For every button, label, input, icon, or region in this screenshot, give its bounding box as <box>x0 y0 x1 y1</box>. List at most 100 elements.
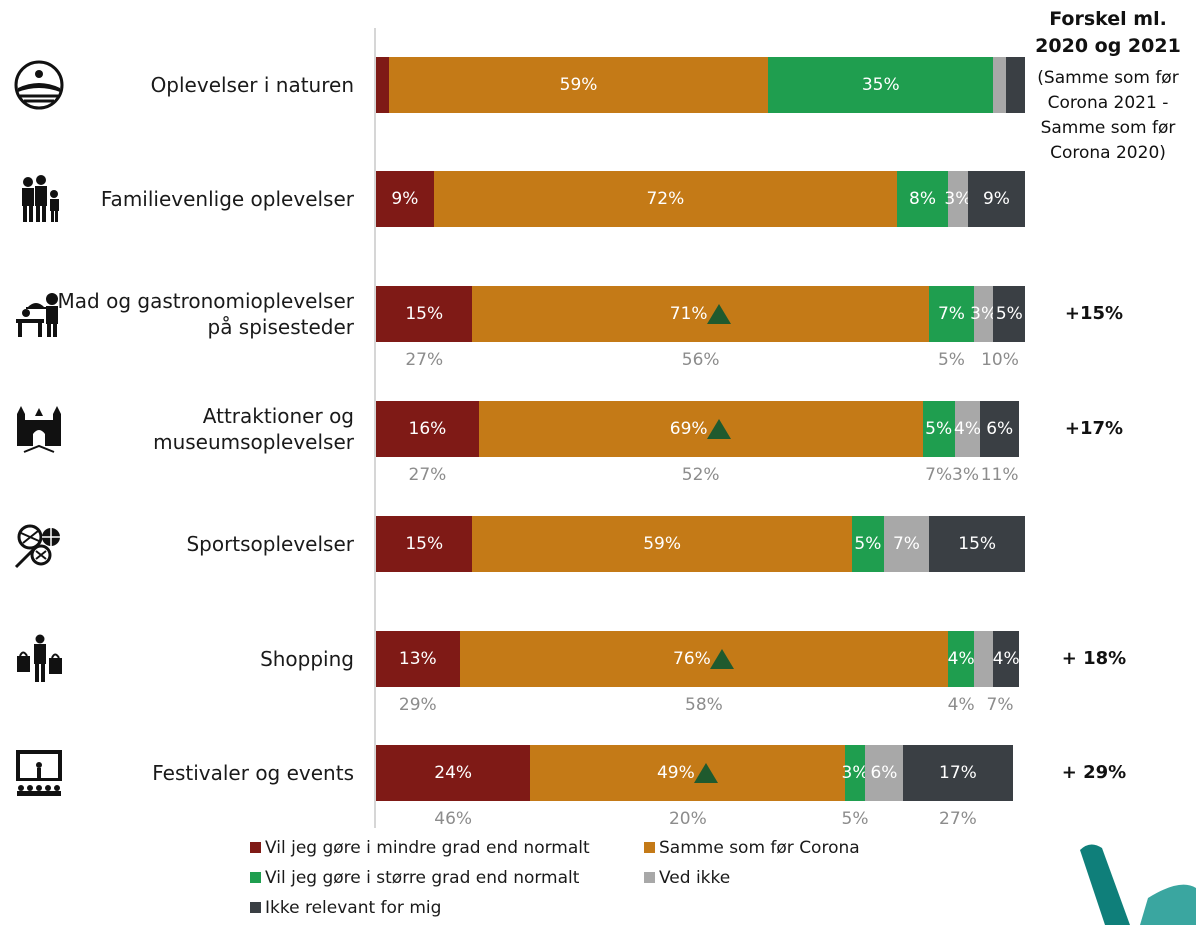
data-label: 4% <box>954 419 982 439</box>
bar-segment <box>980 401 1019 457</box>
data-label: 4% <box>947 649 975 669</box>
data-label: 15% <box>405 534 444 554</box>
legend-label: Samme som før Corona <box>659 838 860 858</box>
bar-segment <box>530 745 846 801</box>
data-label: 16% <box>408 419 447 439</box>
difference-value: +15% <box>1064 303 1124 324</box>
legend-swatch <box>644 872 655 883</box>
data-label: 3% <box>970 304 998 324</box>
previous-year-label: 3% <box>952 465 980 485</box>
bar-segment <box>376 631 460 687</box>
data-label: 15% <box>958 534 997 554</box>
bar-segment <box>376 401 479 457</box>
legend-item: Vil jeg gøre i mindre grad end normalt <box>250 838 590 858</box>
legend-label: Ikke relevant for mig <box>265 898 442 918</box>
legend-swatch <box>250 842 261 853</box>
category-label: Sportsoplevelser <box>186 532 354 556</box>
data-label: 71% <box>669 304 708 324</box>
legend-label: Vil jeg gøre i mindre grad end normalt <box>265 838 590 858</box>
castle-icon <box>14 404 64 454</box>
difference-column-title: Forskel ml. 2020 og 2021 <box>1035 8 1181 57</box>
bar-segment <box>376 745 531 801</box>
bar-segment <box>376 286 473 342</box>
data-label: 7% <box>892 534 920 554</box>
data-label: 6% <box>986 419 1014 439</box>
data-label: 49% <box>656 763 695 783</box>
legend-swatch <box>250 902 261 913</box>
previous-year-label: 11% <box>980 465 1019 485</box>
previous-year-label: 56% <box>681 350 720 370</box>
previous-year-label: 20% <box>668 809 707 829</box>
bar-segment <box>768 57 994 113</box>
bar-segment <box>948 171 968 227</box>
legend-item: Vil jeg gøre i større grad end normalt <box>250 868 579 888</box>
data-label: 8% <box>909 189 937 209</box>
data-label: 5% <box>925 419 953 439</box>
bar-segment <box>388 57 769 113</box>
previous-year-label: 10% <box>981 350 1019 370</box>
previous-year-label: 7% <box>925 465 953 485</box>
data-label: 9% <box>391 189 419 209</box>
increase-marker-icon <box>706 419 731 439</box>
category-label: Shopping <box>260 647 354 671</box>
previous-year-label: 46% <box>434 809 473 829</box>
data-label: 24% <box>434 763 473 783</box>
bar-segment <box>864 745 904 801</box>
increase-marker-icon <box>709 649 734 669</box>
data-label: 59% <box>559 75 598 95</box>
previous-year-label: 52% <box>681 465 720 485</box>
bar-segment <box>433 171 897 227</box>
previous-year-label: 7% <box>986 695 1014 715</box>
bar-segment <box>376 171 434 227</box>
landscape-icon <box>14 60 64 110</box>
legend-item: Ikke relevant for mig <box>250 898 441 918</box>
bar-segment <box>845 745 865 801</box>
family-icon <box>14 174 64 224</box>
brand-logo <box>1080 844 1196 925</box>
difference-value: + 18% <box>1061 648 1127 669</box>
bar-segment <box>472 516 852 572</box>
data-label: 4% <box>992 649 1020 669</box>
data-label: 5% <box>995 304 1023 324</box>
data-label: 69% <box>669 419 708 439</box>
data-label: 35% <box>861 75 900 95</box>
bar-segment <box>973 286 994 342</box>
data-label: 72% <box>646 189 685 209</box>
legend-label: Vil jeg gøre i større grad end normalt <box>265 868 580 888</box>
previous-year-label: 27% <box>408 465 447 485</box>
bar-segment <box>376 57 389 113</box>
data-label: 13% <box>398 649 437 669</box>
data-label: 6% <box>870 763 898 783</box>
bar-segment <box>928 516 1026 572</box>
data-label: 17% <box>939 763 977 783</box>
previous-year-label: 5% <box>841 809 869 829</box>
increase-marker-icon <box>706 304 731 324</box>
bar-segment <box>376 516 473 572</box>
legend-item: Ved ikke <box>644 868 730 888</box>
bar-segment <box>1006 57 1026 113</box>
concert-stage-icon <box>14 748 64 798</box>
y-axis-line <box>374 28 376 828</box>
data-label: 7% <box>937 304 965 324</box>
restaurant-icon <box>14 289 64 339</box>
difference-column-subtitle: (Samme som før Corona 2021 - Samme som f… <box>1037 68 1179 163</box>
legend-item: Samme som før Corona <box>644 838 860 858</box>
data-label: 15% <box>405 304 444 324</box>
data-label: 3% <box>944 189 972 209</box>
category-label: Attraktioner og museumsoplevelser <box>153 404 354 454</box>
data-label: 5% <box>854 534 882 554</box>
bar-segment <box>896 171 949 227</box>
previous-year-label: 27% <box>939 809 977 829</box>
bar-segment <box>993 57 1007 113</box>
bar-segment <box>922 401 955 457</box>
category-label: Mad og gastronomioplevelser på spisested… <box>57 289 354 339</box>
previous-year-label: 4% <box>947 695 975 715</box>
legend-swatch <box>250 872 261 883</box>
category-label: Festivaler og events <box>152 761 354 785</box>
bar-segment <box>928 286 974 342</box>
category-label: Familievenlige oplevelser <box>100 187 354 211</box>
previous-year-label: 58% <box>685 695 723 715</box>
bar-segment <box>948 631 974 687</box>
bar-segment <box>883 516 929 572</box>
